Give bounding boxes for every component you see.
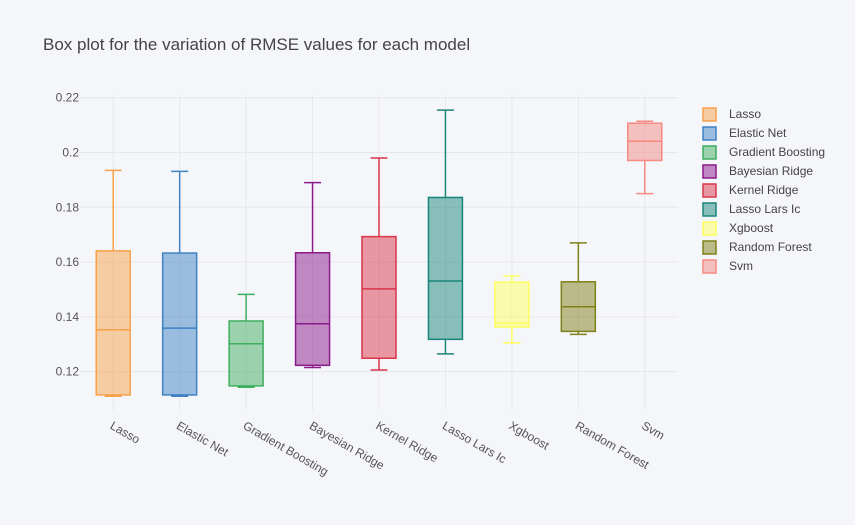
legend-swatch <box>702 221 717 236</box>
x-tick-label: Random Forest <box>573 418 652 472</box>
legend-item-gradient-boosting[interactable]: Gradient Boosting <box>702 145 825 160</box>
legend-label: Random Forest <box>729 240 812 254</box>
y-tick-label: 0.16 <box>56 255 80 269</box>
box-xgboost[interactable] <box>494 275 530 344</box>
x-tick-label: Lasso Lars Ic <box>440 418 509 466</box>
box-iqr <box>294 252 331 367</box>
box-iqr <box>161 252 198 396</box>
box-lasso-lars-ic[interactable] <box>427 109 464 355</box>
legend-label: Elastic Net <box>729 126 787 140</box>
x-axis: Lasso Elastic Net Gradient BoostingBayesia… <box>108 418 667 478</box>
chart-title: Box plot for the variation of RMSE value… <box>43 35 470 54</box>
box-svm[interactable] <box>627 120 663 195</box>
box-iqr <box>427 196 464 341</box>
box-iqr <box>228 320 264 387</box>
y-tick-label: 0.18 <box>56 200 80 214</box>
legend-swatch <box>702 126 717 141</box>
legend: Lasso Elastic Net Gradient Boosting Bayesia… <box>702 107 825 274</box>
box-iqr <box>95 250 131 396</box>
x-tick-label: Xgboost <box>506 418 552 452</box>
legend-item-random-forest[interactable]: Random Forest <box>702 240 812 255</box>
legend-swatch <box>702 259 717 274</box>
box-random-forest[interactable] <box>560 242 597 336</box>
legend-swatch <box>702 202 717 217</box>
legend-label: Lasso Lars Ic <box>729 202 800 216</box>
box-iqr <box>361 235 397 359</box>
legend-swatch <box>702 107 717 122</box>
legend-item-bayesian-ridge[interactable]: Bayesian Ridge <box>702 164 813 179</box>
y-axis: 0.12 0.14 0.16 0.18 0.2 0.22 <box>56 91 80 379</box>
legend-swatch <box>702 240 717 255</box>
legend-label: Bayesian Ridge <box>729 164 813 178</box>
legend-item-lasso[interactable]: Lasso <box>702 107 761 122</box>
y-tick-label: 0.12 <box>56 365 80 379</box>
legend-label: Lasso <box>729 107 761 121</box>
legend-item-kernel-ridge[interactable]: Kernel Ridge <box>702 183 799 198</box>
box-iqr <box>494 281 530 328</box>
legend-item-elastic-net[interactable]: Elastic Net <box>702 126 787 141</box>
legend-item-svm[interactable]: Svm <box>702 259 753 274</box>
x-tick-label: Lasso <box>108 418 143 446</box>
y-tick-label: 0.14 <box>56 310 80 324</box>
x-tick-label: Svm <box>639 418 667 442</box>
box-lasso[interactable] <box>95 169 131 398</box>
legend-label: Gradient Boosting <box>729 145 825 159</box>
legend-swatch <box>702 145 717 160</box>
box-kernel-ridge[interactable] <box>361 157 397 371</box>
y-tick-label: 0.22 <box>56 91 80 105</box>
legend-item-xgboost[interactable]: Xgboost <box>702 221 774 236</box>
legend-label: Svm <box>729 259 753 273</box>
x-tick-label: Elastic Net <box>174 418 231 459</box>
box-bayesian-ridge[interactable] <box>294 181 331 369</box>
box-elastic-net[interactable] <box>161 170 198 398</box>
boxes <box>95 109 663 398</box>
y-tick-label: 0.2 <box>62 146 79 160</box>
legend-label: Kernel Ridge <box>729 183 799 197</box>
box-gradient-boosting[interactable] <box>228 293 264 389</box>
legend-swatch <box>702 164 717 179</box>
legend-label: Xgboost <box>729 221 774 235</box>
legend-item-lasso-lars-ic[interactable]: Lasso Lars Ic <box>702 202 800 217</box>
legend-swatch <box>702 183 717 198</box>
